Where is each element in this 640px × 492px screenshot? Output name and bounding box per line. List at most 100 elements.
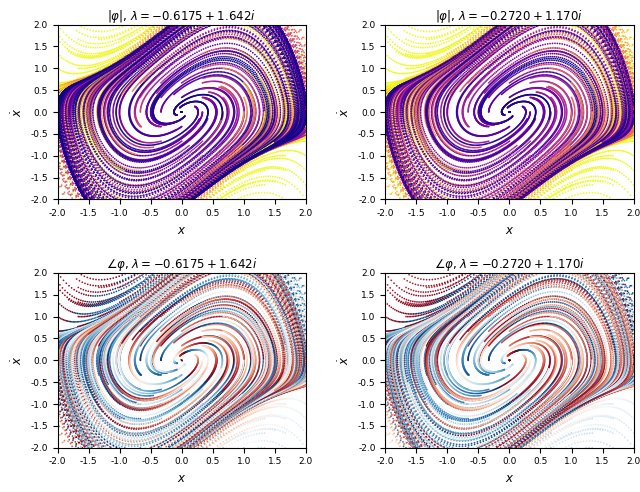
Point [608, 370, 618, 378]
Point [292, 311, 303, 319]
Point [59, 88, 69, 96]
Point [575, 402, 586, 410]
Point [127, 49, 138, 57]
Point [628, 93, 638, 101]
Point [623, 127, 634, 135]
Point [399, 426, 409, 434]
Point [461, 298, 472, 306]
Point [577, 401, 587, 409]
Point [84, 73, 94, 81]
Point [154, 31, 164, 39]
Point [52, 352, 63, 360]
Point [271, 380, 281, 388]
Point [409, 324, 419, 332]
Point [410, 323, 420, 331]
Point [249, 401, 259, 409]
Point [387, 398, 397, 405]
Point [67, 330, 77, 338]
Point [74, 326, 84, 334]
Point [267, 144, 277, 152]
Point [143, 155, 154, 163]
Point [520, 438, 530, 446]
Point [92, 91, 102, 99]
Point [607, 138, 617, 146]
Point [53, 372, 63, 380]
Point [599, 142, 609, 150]
Point [89, 382, 99, 390]
Point [616, 136, 627, 144]
Point [431, 311, 442, 319]
Point [61, 154, 71, 161]
Point [147, 283, 157, 291]
Point [297, 125, 307, 133]
Point [594, 116, 604, 124]
Point [382, 345, 392, 353]
Point [614, 119, 625, 127]
Point [474, 174, 484, 182]
Point [164, 270, 175, 278]
Point [211, 85, 221, 93]
Point [446, 170, 456, 178]
Point [111, 25, 122, 33]
Point [586, 358, 596, 366]
Point [63, 339, 73, 347]
Point [300, 365, 310, 373]
Point [292, 312, 302, 320]
Point [229, 413, 239, 421]
Point [626, 332, 636, 339]
Point [112, 59, 122, 67]
Point [626, 83, 636, 91]
Point [411, 323, 421, 331]
Point [116, 100, 126, 108]
Point [297, 125, 307, 133]
Point [442, 354, 452, 362]
Point [102, 313, 112, 321]
Point [584, 397, 595, 405]
Point [218, 173, 228, 181]
Point [80, 323, 90, 331]
Point [138, 290, 148, 298]
Point [258, 397, 268, 404]
Point [241, 405, 252, 413]
Point [240, 157, 250, 165]
Point [284, 136, 294, 144]
Point [259, 396, 269, 403]
Point [399, 174, 410, 182]
Point [63, 115, 74, 123]
Point [53, 122, 63, 130]
Point [471, 38, 481, 46]
Point [399, 333, 409, 341]
Point [300, 96, 310, 104]
Point [435, 62, 445, 69]
Point [288, 381, 298, 389]
Point [402, 78, 412, 86]
Point [280, 139, 290, 147]
Point [449, 54, 459, 62]
Point [100, 66, 110, 74]
Point [113, 308, 124, 315]
Point [60, 149, 70, 157]
Point [455, 300, 465, 308]
Point [561, 410, 572, 418]
Point [81, 386, 92, 394]
Point [241, 181, 251, 188]
Point [381, 371, 391, 379]
Point [136, 292, 146, 300]
Point [625, 82, 636, 90]
Point [219, 420, 229, 428]
Point [471, 286, 481, 294]
Point [387, 86, 397, 93]
Point [57, 389, 67, 397]
Point [296, 322, 306, 330]
Point [389, 334, 399, 341]
Point [301, 117, 311, 124]
Point [424, 282, 434, 290]
Point [459, 47, 469, 55]
Point [606, 134, 616, 142]
Point [586, 396, 596, 404]
Point [282, 287, 292, 295]
Point [299, 123, 309, 131]
Point [105, 311, 115, 319]
Point [471, 38, 481, 46]
Point [292, 62, 302, 69]
